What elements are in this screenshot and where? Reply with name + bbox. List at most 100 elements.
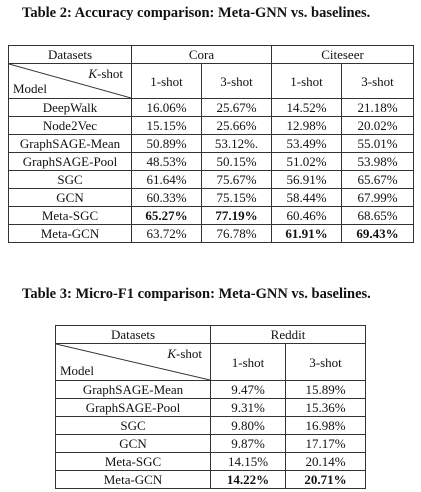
row: Node2Vec 15.15% 25.66% 12.98% 20.02% bbox=[8, 116, 414, 135]
model-label: Model bbox=[13, 81, 47, 96]
row: Meta-GCN 63.72% 76.78% 61.91% 69.43% bbox=[8, 224, 414, 243]
header-cell: Citeseer bbox=[271, 45, 414, 64]
header-row: Datasets Cora Citeseer bbox=[8, 45, 414, 64]
row: GCN 60.33% 75.15% 58.44% 67.99% bbox=[8, 188, 414, 207]
value-cell: 15.89% bbox=[284, 380, 367, 399]
model-cell: GraphSAGE-Mean bbox=[55, 380, 211, 399]
value-cell: 56.91% bbox=[271, 170, 342, 189]
header-row: K-shot Model 1-shot 3-shot 1-shot 3-shot bbox=[8, 63, 414, 99]
model-cell: Meta-GCN bbox=[8, 224, 132, 243]
value-cell: 75.15% bbox=[201, 188, 272, 207]
value-cell: 21.18% bbox=[341, 98, 414, 117]
model-cell: SGC bbox=[8, 170, 132, 189]
model-cell: GCN bbox=[8, 188, 132, 207]
value-cell: 14.15% bbox=[210, 452, 286, 471]
value-cell: 63.72% bbox=[131, 224, 202, 243]
row: SGC 61.64% 75.67% 56.91% 65.67% bbox=[8, 170, 414, 189]
header-row: K-shot Model 1-shot 3-shot bbox=[55, 343, 367, 381]
value-cell: 60.46% bbox=[271, 206, 342, 225]
header-cell: Cora bbox=[131, 45, 272, 64]
value-cell: 75.67% bbox=[201, 170, 272, 189]
header-cell: 3-shot bbox=[201, 63, 272, 99]
row: GraphSAGE-Pool 9.31% 15.36% bbox=[55, 398, 367, 417]
model-cell: GraphSAGE-Mean bbox=[8, 134, 132, 153]
value-cell: 16.06% bbox=[131, 98, 202, 117]
row: GraphSAGE-Mean 9.47% 15.89% bbox=[55, 380, 367, 399]
table: Datasets Reddit K-shot Model 1-shot 3-sh… bbox=[55, 325, 367, 489]
value-cell: 51.02% bbox=[271, 152, 342, 171]
value-cell: 53.12%. bbox=[201, 134, 272, 153]
value-cell: 48.53% bbox=[131, 152, 202, 171]
diagonal-cell: K-shot Model bbox=[8, 63, 132, 99]
value-cell: 12.98% bbox=[271, 116, 342, 135]
header-cell: 3-shot bbox=[341, 63, 414, 99]
header-cell: 1-shot bbox=[131, 63, 202, 99]
model-cell: GraphSAGE-Pool bbox=[55, 398, 211, 417]
model-label: Model bbox=[60, 363, 94, 378]
value-cell: 14.52% bbox=[271, 98, 342, 117]
value-cell: 50.89% bbox=[131, 134, 202, 153]
model-cell: Node2Vec bbox=[8, 116, 132, 135]
k-shot-label: K-shot bbox=[88, 66, 123, 81]
value-cell: 61.64% bbox=[131, 170, 202, 189]
model-cell: GCN bbox=[55, 434, 211, 453]
header-row: Datasets Reddit bbox=[55, 325, 367, 344]
k-shot-label: K-shot bbox=[167, 346, 202, 361]
value-cell: 9.31% bbox=[210, 398, 286, 417]
value-cell: 53.49% bbox=[271, 134, 342, 153]
model-cell: SGC bbox=[55, 416, 211, 435]
value-cell: 65.27% bbox=[131, 206, 202, 225]
value-cell: 67.99% bbox=[341, 188, 414, 207]
row: Meta-GCN 14.22% 20.71% bbox=[55, 470, 367, 489]
value-cell: 16.98% bbox=[284, 416, 367, 435]
header-cell: Datasets bbox=[55, 325, 211, 344]
row: Meta-SGC 65.27% 77.19% 60.46% 68.65% bbox=[8, 206, 414, 225]
diagonal bbox=[56, 344, 210, 380]
table: Datasets Cora Citeseer K-shot Model 1-sh… bbox=[8, 45, 414, 243]
value-cell: 20.02% bbox=[341, 116, 414, 135]
header-cell: Datasets bbox=[8, 45, 132, 64]
caption: Table 2: Accuracy comparison: Meta-GNN v… bbox=[22, 5, 371, 21]
value-cell: 15.36% bbox=[284, 398, 367, 417]
model-cell: DeepWalk bbox=[8, 98, 132, 117]
model-cell: Meta-GCN bbox=[55, 470, 211, 489]
caption: Table 3: Micro-F1 comparison: Meta-GNN v… bbox=[22, 286, 371, 302]
model-cell: Meta-SGC bbox=[8, 206, 132, 225]
value-cell: 9.80% bbox=[210, 416, 286, 435]
row: SGC 9.80% 16.98% bbox=[55, 416, 367, 435]
value-cell: 69.43% bbox=[341, 224, 414, 243]
value-cell: 14.22% bbox=[210, 470, 286, 489]
row: GCN 9.87% 17.17% bbox=[55, 434, 367, 453]
value-cell: 20.14% bbox=[284, 452, 367, 471]
value-cell: 58.44% bbox=[271, 188, 342, 207]
header-cell: 3-shot bbox=[284, 343, 367, 381]
model-cell: GraphSAGE-Pool bbox=[8, 152, 132, 171]
header-cell: 1-shot bbox=[210, 343, 286, 381]
header-cell: 1-shot bbox=[271, 63, 342, 99]
row: GraphSAGE-Mean 50.89% 53.12%. 53.49% 55.01% bbox=[8, 134, 414, 153]
value-cell: 17.17% bbox=[284, 434, 367, 453]
row: DeepWalk 16.06% 25.67% 14.52% 21.18% bbox=[8, 98, 414, 117]
row: GraphSAGE-Pool 48.53% 50.15% 51.02% 53.98% bbox=[8, 152, 414, 171]
value-cell: 53.98% bbox=[341, 152, 414, 171]
value-cell: 50.15% bbox=[201, 152, 272, 171]
row: Meta-SGC 14.15% 20.14% bbox=[55, 452, 367, 471]
diagonal bbox=[9, 64, 131, 98]
value-cell: 15.15% bbox=[131, 116, 202, 135]
value-cell: 77.19% bbox=[201, 206, 272, 225]
value-cell: 65.67% bbox=[341, 170, 414, 189]
value-cell: 55.01% bbox=[341, 134, 414, 153]
value-cell: 9.87% bbox=[210, 434, 286, 453]
value-cell: 61.91% bbox=[271, 224, 342, 243]
diagonal-cell: K-shot Model bbox=[55, 343, 211, 381]
value-cell: 9.47% bbox=[210, 380, 286, 399]
value-cell: 60.33% bbox=[131, 188, 202, 207]
value-cell: 25.67% bbox=[201, 98, 272, 117]
header-cell: Reddit bbox=[209, 325, 367, 344]
value-cell: 25.66% bbox=[201, 116, 272, 135]
value-cell: 76.78% bbox=[201, 224, 272, 243]
model-cell: Meta-SGC bbox=[55, 452, 211, 471]
value-cell: 20.71% bbox=[284, 470, 367, 489]
value-cell: 68.65% bbox=[341, 206, 414, 225]
